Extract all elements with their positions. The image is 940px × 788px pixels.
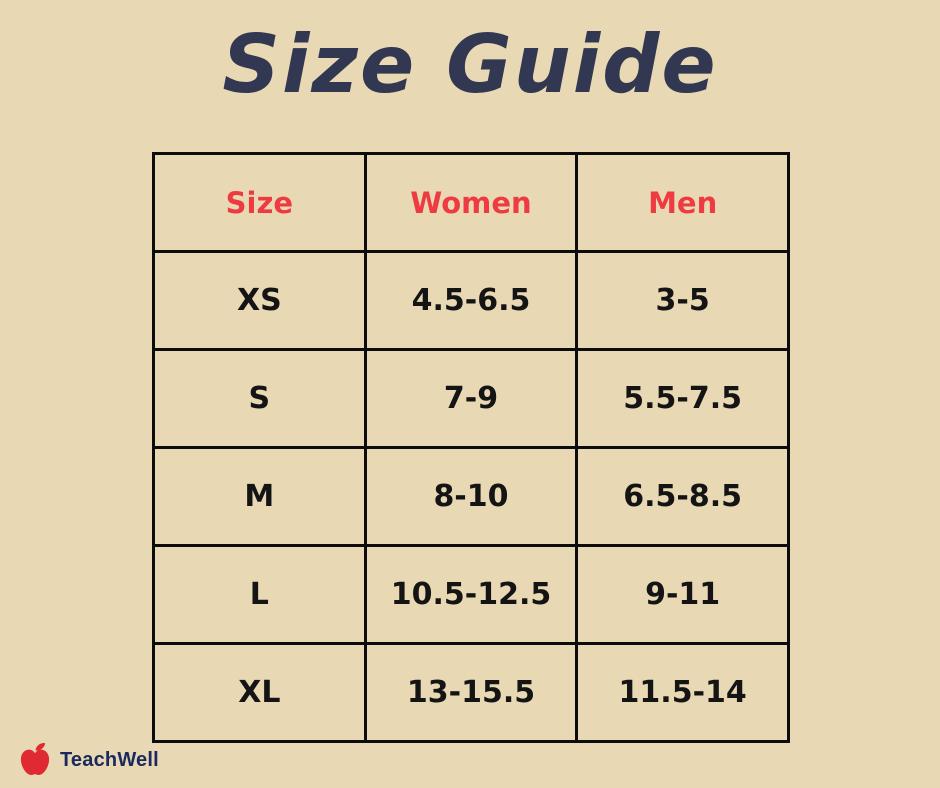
table-header-row: Size Women Men: [152, 152, 790, 253]
cell-size: XS: [152, 250, 367, 351]
cell-size: S: [152, 348, 367, 449]
cell-men: 9-11: [575, 544, 790, 645]
cell-men: 11.5-14: [575, 642, 790, 743]
cell-women: 8-10: [363, 446, 579, 547]
page-title: Size Guide: [222, 18, 718, 111]
cell-women: 4.5-6.5: [363, 250, 579, 351]
cell-women: 13-15.5: [363, 642, 579, 743]
cell-men: 5.5-7.5: [575, 348, 790, 449]
table-row: L 10.5-12.5 9-11: [152, 544, 790, 645]
apple-icon: [20, 743, 50, 776]
cell-size: XL: [152, 642, 367, 743]
column-header-women: Women: [363, 152, 579, 253]
cell-size: M: [152, 446, 367, 547]
cell-size: L: [152, 544, 367, 645]
table-row: M 8-10 6.5-8.5: [152, 446, 790, 547]
table-row: XL 13-15.5 11.5-14: [152, 642, 790, 743]
column-header-size: Size: [152, 152, 367, 253]
size-guide-table: Size Women Men XS 4.5-6.5 3-5 S 7-9 5.5-…: [152, 152, 790, 743]
cell-women: 7-9: [363, 348, 579, 449]
table-row: XS 4.5-6.5 3-5: [152, 250, 790, 351]
column-header-men: Men: [575, 152, 790, 253]
brand-logo: TeachWell: [17, 742, 159, 778]
cell-women: 10.5-12.5: [363, 544, 579, 645]
cell-men: 6.5-8.5: [575, 446, 790, 547]
cell-men: 3-5: [575, 250, 790, 351]
brand-name: TeachWell: [60, 748, 159, 771]
table-row: S 7-9 5.5-7.5: [152, 348, 790, 449]
